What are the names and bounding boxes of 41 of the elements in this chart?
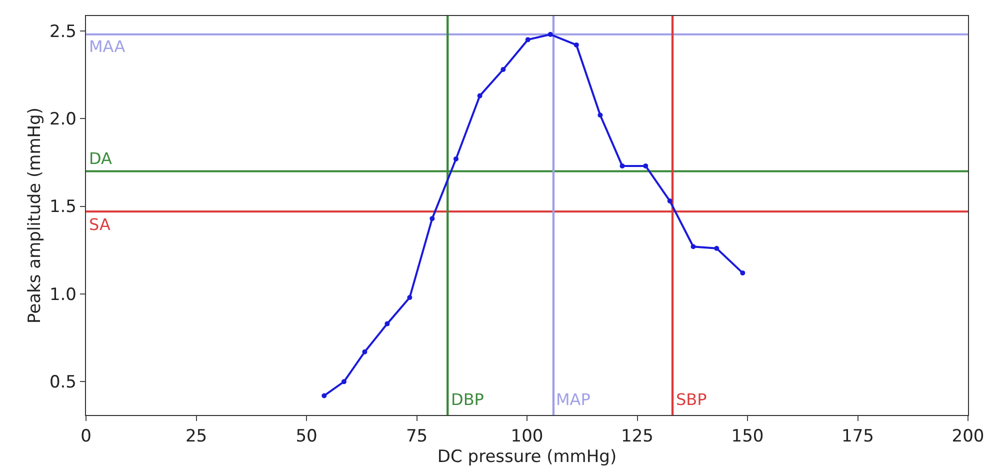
x-tick-label: 25 (185, 426, 208, 446)
y-tick-label: 2.0 (49, 110, 76, 130)
x-tick-label: 150 (731, 426, 764, 446)
point (477, 93, 482, 98)
x-tick-label: 50 (296, 426, 318, 446)
ref-line-label: MAP (556, 390, 591, 409)
point (384, 321, 390, 326)
point (322, 393, 327, 398)
point (643, 163, 648, 168)
ref-line-label: DBP (451, 390, 484, 409)
point (500, 66, 506, 72)
point (690, 244, 696, 250)
point (714, 246, 720, 251)
y-tick-label: 1.5 (49, 197, 76, 218)
x-tick-label: 175 (842, 426, 874, 446)
point (548, 32, 553, 37)
ref-line-label: DA (89, 149, 112, 168)
point (620, 163, 625, 168)
x-tick-label: 100 (510, 426, 544, 446)
point (341, 379, 346, 384)
y-tick-label: 2.5 (49, 22, 76, 42)
ref-line-label: SA (89, 215, 110, 234)
y-tick-label: 1.0 (49, 284, 76, 305)
point (598, 112, 603, 118)
point (454, 156, 458, 162)
x-tick-label: 75 (406, 426, 428, 446)
x-axis-title: DC pressure (mmHg) (437, 446, 617, 467)
x-tick-label: 125 (621, 426, 654, 446)
x-tick-label: 200 (952, 426, 984, 446)
point (525, 37, 530, 42)
x-tick-label: 0 (80, 426, 92, 446)
point (740, 270, 746, 276)
point (430, 216, 435, 222)
ref-line-label: MAA (89, 37, 126, 56)
point (362, 349, 368, 354)
point (574, 42, 579, 48)
y-axis-title: Peaks amplitude (mmHg) (25, 108, 46, 324)
ref-line-label: SBP (676, 390, 708, 409)
point (407, 294, 412, 300)
point (667, 198, 672, 204)
y-tick-label: 0.5 (49, 372, 76, 393)
